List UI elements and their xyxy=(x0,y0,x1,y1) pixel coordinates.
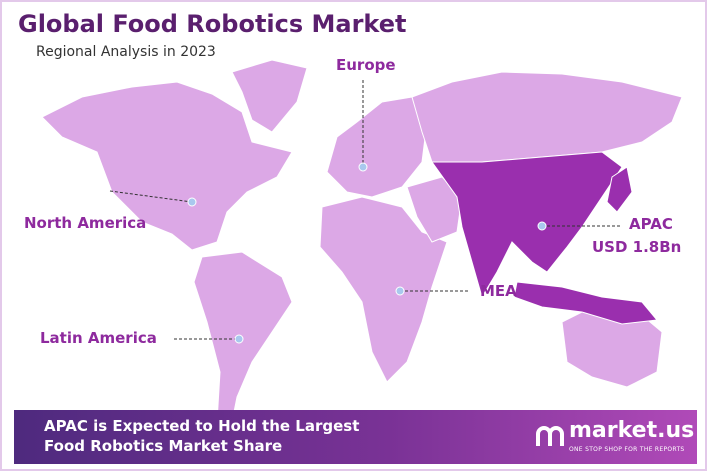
apac-mainland xyxy=(431,151,623,299)
middle-east xyxy=(406,176,463,243)
marker xyxy=(187,197,197,207)
brand-logo xyxy=(536,426,564,446)
south-america xyxy=(193,251,293,433)
brand-name: market.us xyxy=(569,418,695,443)
russia xyxy=(411,71,683,163)
markers xyxy=(187,162,547,344)
marker xyxy=(395,286,405,296)
greenland xyxy=(231,59,308,133)
subtitle: Regional Analysis in 2023 xyxy=(36,44,216,60)
region-value: USD 1.8Bn xyxy=(592,238,682,256)
marker xyxy=(234,334,244,344)
africa xyxy=(319,196,448,383)
brand-tagline: ONE STOP SHOP FOR THE REPORTS xyxy=(569,446,685,453)
europe xyxy=(326,96,428,198)
land-light xyxy=(41,59,683,433)
region-label: Europe xyxy=(336,56,396,74)
region-label: MEA xyxy=(480,282,517,300)
land-apac xyxy=(431,151,658,325)
logo-mark xyxy=(536,426,564,446)
title: Global Food Robotics Market xyxy=(18,10,407,38)
region-label: APAC xyxy=(629,215,673,233)
indonesia xyxy=(513,281,658,325)
north-america xyxy=(41,81,293,251)
region-label: Latin America xyxy=(40,329,157,347)
footer-text: APAC is Expected to Hold the Largest Foo… xyxy=(44,417,360,455)
connectors xyxy=(109,80,622,340)
region-label: North America xyxy=(24,214,147,232)
japan xyxy=(606,166,633,213)
marker xyxy=(537,221,547,231)
marker xyxy=(358,162,368,172)
connector-line xyxy=(109,190,193,203)
footer-banner: APAC is Expected to Hold the Largest Foo… xyxy=(14,410,697,464)
